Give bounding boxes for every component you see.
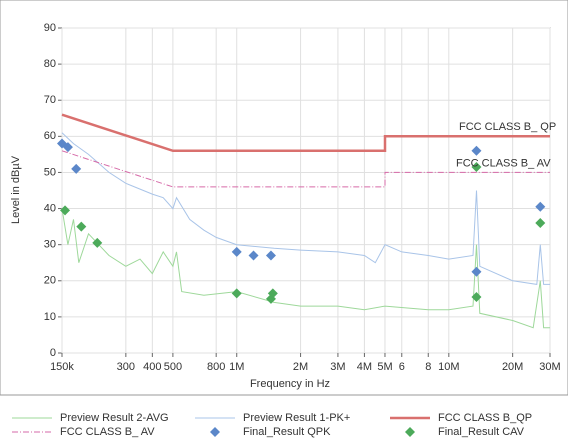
y-tick-label: 10 [44, 311, 56, 323]
legend-label: Final_Result QPK [243, 426, 331, 438]
marker [60, 205, 71, 216]
y-axis-label: Level in dBµV [10, 155, 22, 224]
marker [76, 221, 87, 232]
legend-label: Final_Result CAV [438, 426, 525, 438]
marker [231, 246, 242, 257]
y-tick-label: 60 [44, 130, 56, 142]
marker [471, 266, 482, 277]
y-tick-label: 90 [44, 22, 56, 34]
marker [471, 145, 482, 156]
y-tick-label: 40 [44, 202, 56, 214]
legend-label: FCC CLASS B_ AV [60, 426, 155, 438]
legend-label: FCC CLASS B_QP [438, 412, 532, 424]
marker [62, 142, 73, 153]
x-tick-label: 1M [229, 361, 244, 373]
legend-swatch [210, 427, 220, 437]
series-line [61, 132, 550, 285]
marker [535, 201, 546, 212]
legend-label: Preview Result 1-PK+ [243, 412, 350, 424]
marker [265, 250, 276, 261]
y-tick-label: 70 [44, 94, 56, 106]
y-tick-label: 50 [44, 166, 56, 178]
y-tick-label: 0 [50, 347, 56, 359]
y-tick-label: 30 [44, 239, 56, 251]
marker [248, 250, 259, 261]
annotation: FCC CLASS B_ AV [456, 157, 551, 169]
x-tick-label: 5M [377, 361, 392, 373]
marker [471, 162, 482, 173]
marker [71, 163, 82, 174]
x-tick-label: 8 [425, 361, 431, 373]
x-tick-label: 10M [438, 361, 459, 373]
marker [92, 237, 103, 248]
legend-swatch [405, 427, 415, 437]
x-tick-label: 6 [399, 361, 405, 373]
x-tick-label: 2M [293, 361, 308, 373]
y-tick-label: 80 [44, 58, 56, 70]
series-line [61, 150, 550, 188]
x-tick-label: 300 [117, 361, 135, 373]
x-axis-label: Frequency in Hz [250, 378, 330, 390]
x-tick-label: 3M [330, 361, 345, 373]
y-tick-label: 20 [44, 275, 56, 287]
x-tick-label: 500 [164, 361, 182, 373]
x-tick-label: 800 [207, 361, 225, 373]
marker [231, 288, 242, 299]
x-tick-label: 30M [539, 361, 560, 373]
x-tick-label: 4M [357, 361, 372, 373]
annotation: FCC CLASS B_ QP [459, 121, 556, 133]
series-line [61, 113, 550, 153]
marker [471, 292, 482, 303]
legend-label: Preview Result 2-AVG [60, 412, 169, 424]
marker [535, 218, 546, 228]
x-tick-label: 20M [502, 361, 523, 373]
x-tick-label: 400 [143, 361, 161, 373]
series-line [61, 208, 550, 329]
marker [267, 288, 278, 299]
x-tick-label: 150k [50, 361, 74, 373]
